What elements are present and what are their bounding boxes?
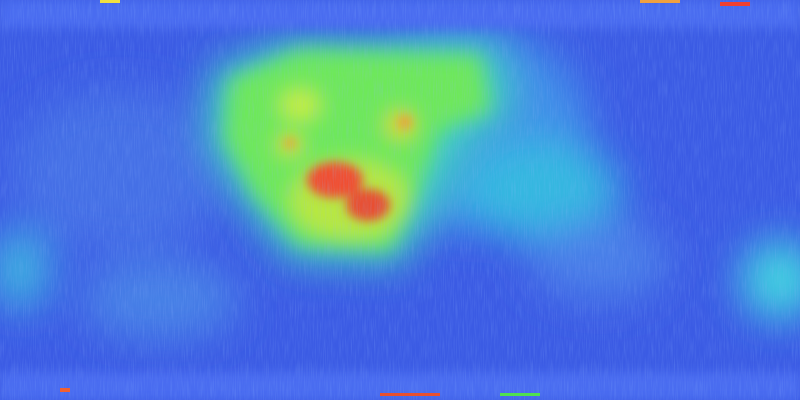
speckle [60,388,70,392]
speckles [60,0,750,396]
speckle [640,0,680,3]
speckle [100,0,120,3]
speckle [500,393,540,396]
speckle [720,2,750,6]
speckle [380,393,440,396]
